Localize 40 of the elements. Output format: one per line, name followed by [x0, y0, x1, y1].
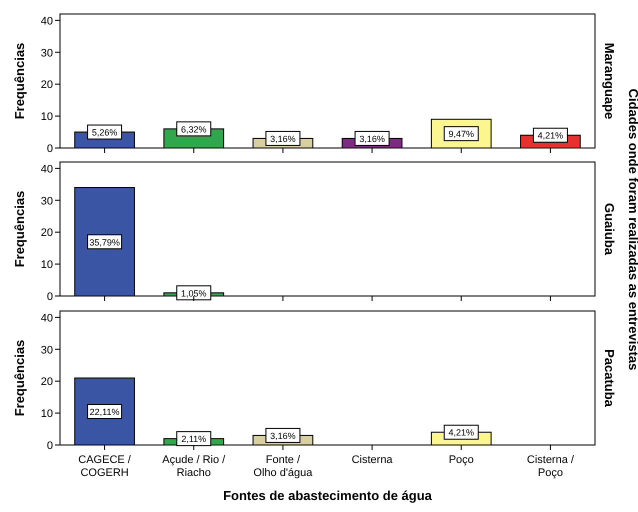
annotation: 4,21% — [538, 130, 564, 141]
annotation: 3,16% — [270, 134, 296, 144]
x-axis-title: Fontes de abastecimento de água — [223, 488, 433, 503]
x-tick-label: Poço — [448, 454, 474, 466]
y-tick-label: 30 — [40, 195, 53, 208]
y-tick-label: 30 — [40, 47, 53, 60]
y-tick-label: 10 — [40, 408, 53, 420]
x-tick-label: Cisterna / Poço — [526, 454, 575, 479]
annotation: 9,47% — [448, 129, 474, 140]
annotation: 2,11% — [181, 434, 206, 444]
y-tick-label: 30 — [40, 344, 53, 356]
y-tick-label: 0 — [46, 291, 53, 303]
y2-axis-title: Maranguape — [602, 42, 617, 120]
annotation: 5,26% — [92, 128, 118, 138]
y2-axis-title: Guaiuba — [602, 202, 617, 256]
y2-axis-title: Pacatuba — [602, 349, 617, 408]
y-axis-title: Frequências — [12, 190, 27, 268]
y-tick-label: 20 — [40, 376, 53, 388]
y-tick-label: 0 — [46, 440, 53, 452]
y-tick-label: 10 — [40, 259, 53, 272]
annotation: 22,11% — [90, 407, 120, 417]
x-tick-label: Cisterna — [352, 454, 394, 466]
annotation: 1,05% — [180, 288, 207, 298]
annotation: 35,79% — [89, 237, 120, 248]
x-tick-label: CAGECE / COGERH — [78, 454, 132, 479]
annotation: 3,16% — [270, 430, 296, 441]
annotation: 3,16% — [359, 134, 385, 144]
y-tick-label: 0 — [46, 143, 53, 155]
y-axis-title: Frequências — [12, 340, 27, 416]
y-tick-label: 40 — [40, 163, 53, 176]
y-tick-label: 20 — [40, 79, 53, 92]
x-tick-label: Açude / Rio / Riacho — [162, 454, 226, 479]
y-axis-title: Frequências — [12, 42, 27, 120]
x-tick-label: Fonte / Olho d'água — [253, 454, 314, 479]
annotation: 6,32% — [180, 124, 207, 134]
y-tick-label: 20 — [40, 227, 53, 240]
annotation: 4,21% — [448, 428, 474, 438]
y-tick-label: 40 — [40, 15, 53, 28]
y-tick-label: 10 — [40, 111, 53, 124]
y-tick-label: 40 — [40, 312, 53, 324]
